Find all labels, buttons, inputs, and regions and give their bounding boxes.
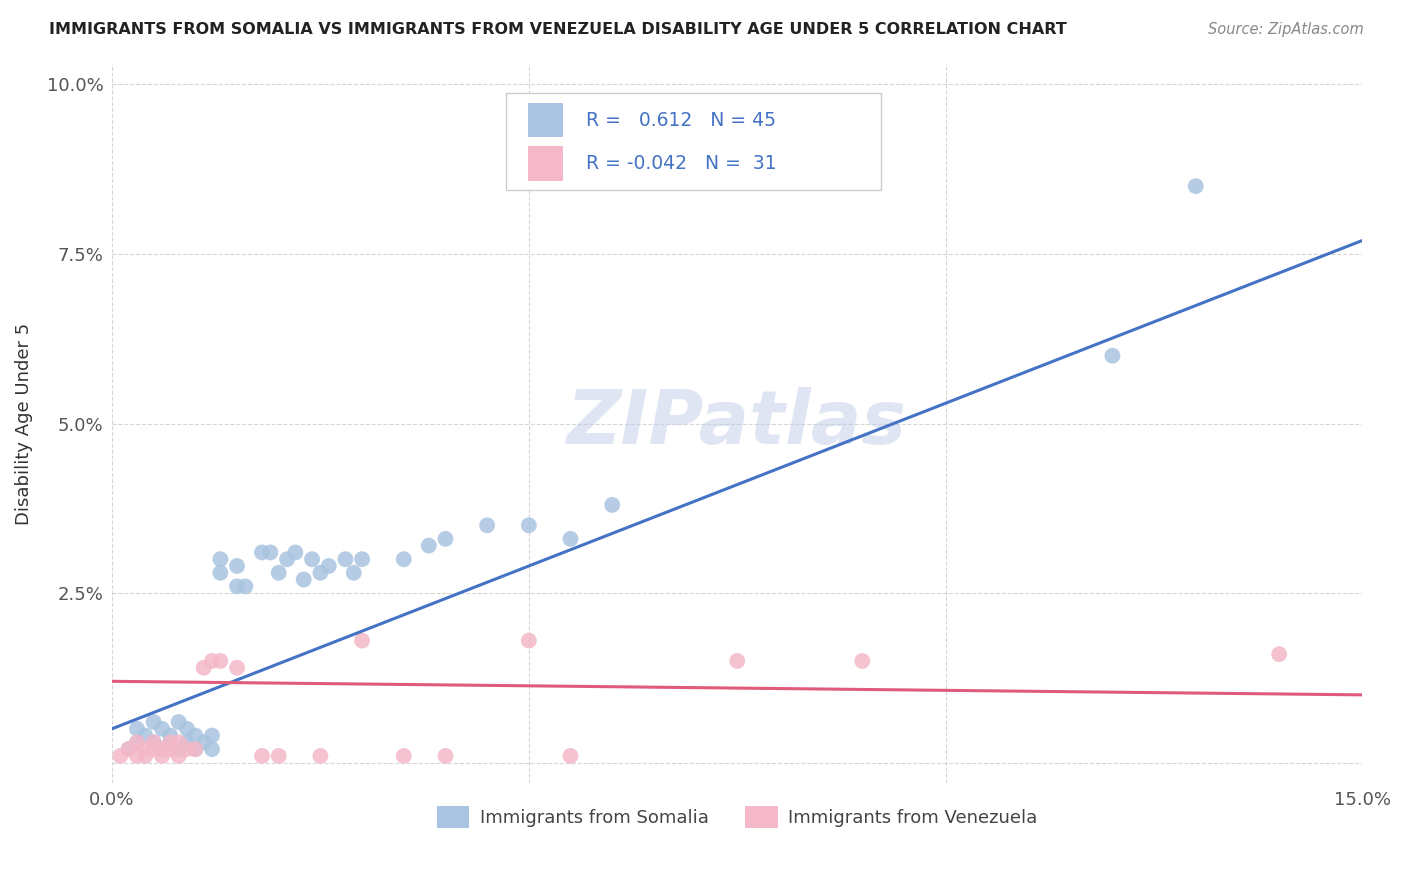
FancyBboxPatch shape xyxy=(529,146,564,180)
Point xyxy=(159,735,181,749)
Point xyxy=(517,518,540,533)
Point xyxy=(1268,647,1291,661)
Point xyxy=(201,729,224,743)
Point xyxy=(167,735,190,749)
Point xyxy=(117,742,139,756)
Point xyxy=(318,559,340,574)
Point xyxy=(125,735,148,749)
Point xyxy=(725,654,748,668)
Point xyxy=(159,735,181,749)
Point xyxy=(560,532,582,546)
Point xyxy=(226,559,249,574)
Point xyxy=(184,729,207,743)
Point xyxy=(259,545,281,559)
Point xyxy=(352,633,374,648)
Text: R = -0.042   N =  31: R = -0.042 N = 31 xyxy=(586,153,776,173)
Y-axis label: Disability Age Under 5: Disability Age Under 5 xyxy=(15,322,32,524)
Point xyxy=(125,735,148,749)
Point xyxy=(226,579,249,593)
Point xyxy=(134,742,156,756)
Point xyxy=(434,748,457,763)
Point xyxy=(392,748,415,763)
Text: ZIPatlas: ZIPatlas xyxy=(567,387,907,460)
Point xyxy=(134,748,156,763)
Point xyxy=(301,552,323,566)
FancyBboxPatch shape xyxy=(529,103,564,137)
Point xyxy=(125,748,148,763)
Point xyxy=(150,722,173,736)
Point xyxy=(343,566,366,580)
Point xyxy=(600,498,623,512)
Point xyxy=(250,748,273,763)
Point xyxy=(235,579,257,593)
Point xyxy=(392,552,415,566)
Point xyxy=(1101,349,1123,363)
Point xyxy=(851,654,873,668)
Point xyxy=(142,735,165,749)
Point xyxy=(150,748,173,763)
Point xyxy=(201,742,224,756)
Point xyxy=(276,552,298,566)
Point xyxy=(335,552,357,566)
Point xyxy=(142,742,165,756)
Point xyxy=(193,735,215,749)
Point xyxy=(209,566,232,580)
Point xyxy=(110,748,132,763)
Point xyxy=(150,742,173,756)
Point xyxy=(352,552,374,566)
Text: R =   0.612   N = 45: R = 0.612 N = 45 xyxy=(586,111,776,129)
Point xyxy=(167,742,190,756)
Point xyxy=(159,729,181,743)
Point xyxy=(284,545,307,559)
Point xyxy=(184,742,207,756)
Point xyxy=(267,566,290,580)
Point xyxy=(142,714,165,729)
Point xyxy=(418,539,440,553)
Text: Source: ZipAtlas.com: Source: ZipAtlas.com xyxy=(1208,22,1364,37)
Point xyxy=(292,573,315,587)
Point xyxy=(150,742,173,756)
Point xyxy=(159,742,181,756)
Point xyxy=(475,518,498,533)
Point xyxy=(201,654,224,668)
Point xyxy=(267,748,290,763)
Text: IMMIGRANTS FROM SOMALIA VS IMMIGRANTS FROM VENEZUELA DISABILITY AGE UNDER 5 CORR: IMMIGRANTS FROM SOMALIA VS IMMIGRANTS FR… xyxy=(49,22,1067,37)
Point xyxy=(517,633,540,648)
Point xyxy=(309,748,332,763)
Point xyxy=(1184,179,1206,194)
Point xyxy=(184,742,207,756)
Point xyxy=(176,735,198,749)
Point xyxy=(434,532,457,546)
Point xyxy=(209,654,232,668)
Point xyxy=(560,748,582,763)
Point xyxy=(193,661,215,675)
Point xyxy=(226,661,249,675)
Point xyxy=(125,722,148,736)
Point xyxy=(309,566,332,580)
Point xyxy=(176,722,198,736)
Point xyxy=(250,545,273,559)
Point xyxy=(142,735,165,749)
FancyBboxPatch shape xyxy=(506,93,882,190)
Point xyxy=(117,742,139,756)
Legend: Immigrants from Somalia, Immigrants from Venezuela: Immigrants from Somalia, Immigrants from… xyxy=(430,798,1045,835)
Point xyxy=(176,742,198,756)
Point xyxy=(134,729,156,743)
Point xyxy=(167,714,190,729)
Point xyxy=(209,552,232,566)
Point xyxy=(167,748,190,763)
